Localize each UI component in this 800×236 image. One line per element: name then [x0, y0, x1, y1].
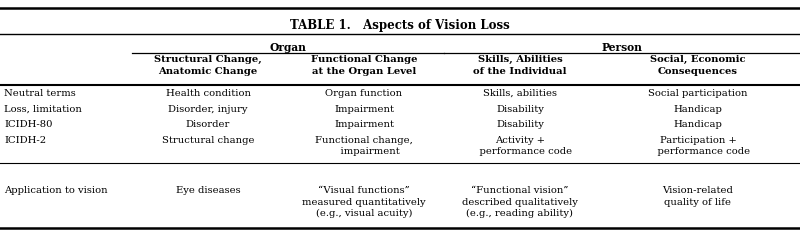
Text: Disability: Disability: [496, 105, 544, 114]
Text: Person: Person: [602, 42, 642, 54]
Text: Structural Change,
Anatomic Change: Structural Change, Anatomic Change: [154, 55, 262, 76]
Text: Functional change,
    impairment: Functional change, impairment: [315, 136, 413, 156]
Text: Social, Economic
Consequences: Social, Economic Consequences: [650, 55, 746, 76]
Text: Eye diseases: Eye diseases: [176, 186, 240, 195]
Text: Impairment: Impairment: [334, 105, 394, 114]
Text: Disability: Disability: [496, 120, 544, 129]
Text: Vision-related
quality of life: Vision-related quality of life: [662, 186, 734, 206]
Text: Handicap: Handicap: [674, 105, 722, 114]
Text: Organ function: Organ function: [326, 88, 402, 97]
Text: Disorder: Disorder: [186, 120, 230, 129]
Text: ICIDH-2: ICIDH-2: [4, 136, 46, 145]
Text: “Functional vision”
described qualitatively
(e.g., reading ability): “Functional vision” described qualitativ…: [462, 186, 578, 218]
Text: Neutral terms: Neutral terms: [4, 88, 76, 97]
Text: “Visual functions”
measured quantitatively
(e.g., visual acuity): “Visual functions” measured quantitative…: [302, 186, 426, 218]
Text: ICIDH-80: ICIDH-80: [4, 120, 53, 129]
Text: Impairment: Impairment: [334, 120, 394, 129]
Text: Participation +
    performance code: Participation + performance code: [646, 136, 750, 156]
Text: Disorder, injury: Disorder, injury: [168, 105, 248, 114]
Text: TABLE 1.   Aspects of Vision Loss: TABLE 1. Aspects of Vision Loss: [290, 19, 510, 32]
Text: Loss, limitation: Loss, limitation: [4, 105, 82, 114]
Text: Skills, abilities: Skills, abilities: [483, 88, 557, 97]
Text: Application to vision: Application to vision: [4, 186, 108, 195]
Text: Functional Change
at the Organ Level: Functional Change at the Organ Level: [310, 55, 418, 76]
Text: Organ: Organ: [270, 42, 306, 54]
Text: Health condition: Health condition: [166, 88, 250, 97]
Text: Activity +
    performance code: Activity + performance code: [467, 136, 573, 156]
Text: Social participation: Social participation: [648, 88, 748, 97]
Text: Structural change: Structural change: [162, 136, 254, 145]
Text: Handicap: Handicap: [674, 120, 722, 129]
Text: Skills, Abilities
of the Individual: Skills, Abilities of the Individual: [474, 55, 566, 76]
